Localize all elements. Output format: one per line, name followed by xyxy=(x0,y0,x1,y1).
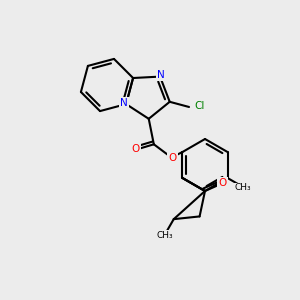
Text: O: O xyxy=(168,154,177,164)
Text: CH₃: CH₃ xyxy=(156,231,173,240)
Text: CH₃: CH₃ xyxy=(235,184,251,193)
Text: O: O xyxy=(218,178,226,188)
Text: Cl: Cl xyxy=(194,101,204,111)
Text: O: O xyxy=(131,145,140,154)
Text: N: N xyxy=(157,70,165,80)
Text: N: N xyxy=(120,98,128,108)
